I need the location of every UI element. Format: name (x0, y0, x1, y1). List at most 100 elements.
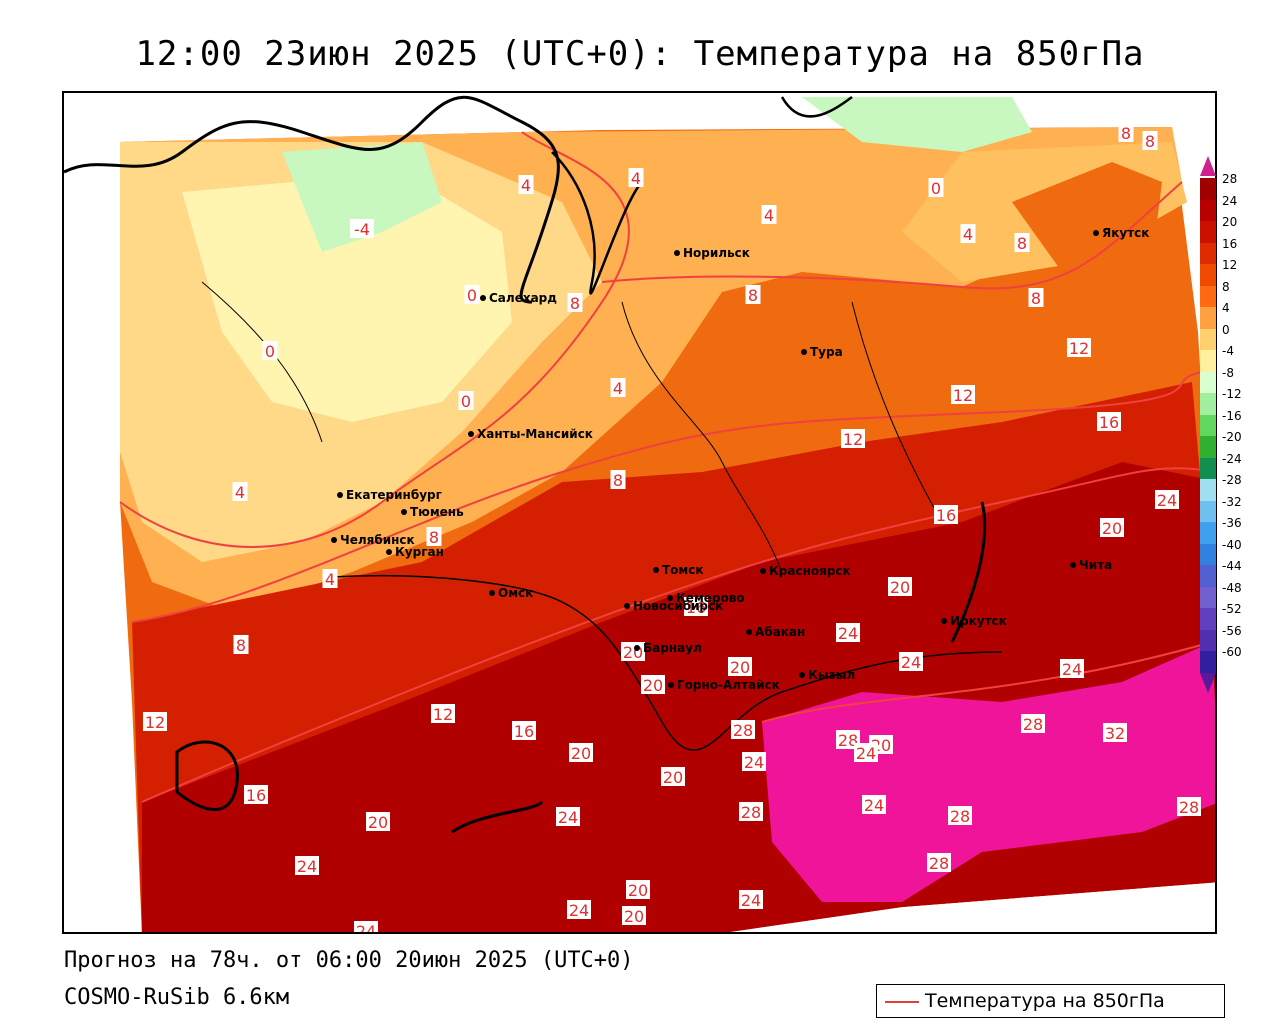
isotherm-label-bg (354, 921, 378, 932)
isotherm-label: 0 (265, 342, 275, 361)
colorbar-swatch (1200, 199, 1216, 221)
city-label: Норильск (683, 246, 750, 260)
isotherm-label: 4 (613, 379, 623, 398)
isotherm-label-bg (928, 178, 944, 197)
isotherm-label: 28 (1179, 798, 1199, 817)
isotherm-label-bg (518, 175, 534, 194)
colorbar-swatch (1200, 629, 1216, 651)
colorbar-tick-label: 8 (1222, 279, 1230, 294)
colorbar-tick-label: -52 (1222, 602, 1242, 616)
city-label: Курган (395, 545, 444, 559)
model-name: COSMO-RuSib 6.6км (64, 985, 290, 1010)
isotherm-label-bg (458, 391, 474, 410)
city-label: Горно-Алтайск (677, 678, 780, 692)
city-dot (337, 492, 343, 498)
colorbar-tick-label: -56 (1222, 623, 1242, 638)
isotherm-label-bg (295, 856, 319, 875)
city-dot (401, 509, 407, 515)
colorbar-tick-label: -36 (1222, 516, 1242, 530)
colorbar-tick-label: 12 (1222, 258, 1238, 272)
temperature-colorbar: 28 24 20 16 12 8 4 0 -4 -8 -12 -16 -20 -24 -28 -32 -36 -4… (1200, 156, 1280, 696)
city-dot (468, 431, 474, 437)
isotherm-label: 16 (936, 506, 956, 525)
colorbar-swatch (1200, 393, 1216, 415)
isotherm-label-bg (1067, 338, 1091, 357)
forecast-info: Прогноз на 78ч. от 06:00 20июн 2025 (UTC… (64, 948, 634, 973)
city-dot (668, 682, 674, 688)
colorbar-tick-label: 0 (1222, 322, 1230, 337)
isotherm-label: 32 (1105, 724, 1125, 743)
isotherm-label: 4 (325, 570, 335, 589)
colorbar-tick-label: -28 (1222, 473, 1242, 487)
isotherm-label: 4 (521, 176, 531, 195)
city-dot (386, 549, 392, 555)
isotherm-label-bg (888, 577, 912, 596)
isotherm-label-bg (948, 806, 972, 825)
isotherm-label: 4 (235, 483, 245, 502)
colorbar-tick-label: -44 (1222, 559, 1242, 573)
colorbar-tick-label: 28 (1222, 172, 1238, 186)
legend-label: Температура на 850гПа (925, 990, 1165, 1012)
isotherm-label: 12 (433, 705, 453, 724)
colorbar-tick-label: -8 (1222, 365, 1234, 380)
isotherm-label-bg (244, 785, 268, 804)
isotherm-label: 24 (901, 653, 921, 672)
isotherm-label: 24 (1157, 491, 1177, 510)
city-label: Иркутск (950, 614, 1007, 628)
city-dot (1070, 562, 1076, 568)
colorbar-tick-label: -40 (1222, 537, 1242, 552)
city-markers: Норильск Якутск Салехард Тура Ханты-Мансийск… (331, 226, 1149, 692)
isotherm-label-bg (951, 385, 975, 404)
isotherm-label-bg (262, 341, 278, 360)
isotherm-label-bg (610, 378, 626, 397)
isotherm-label-bg (739, 890, 763, 909)
colorbar-swatch (1200, 651, 1216, 673)
isotherm-label-bg (1103, 723, 1127, 742)
isotherm-label: 24 (569, 901, 589, 920)
isotherm-label: 12 (953, 386, 973, 405)
temperature-fields (120, 97, 1215, 932)
isotherm-label-bg (556, 807, 580, 826)
isotherm-label-bg (745, 285, 761, 304)
city-dot (1093, 230, 1099, 236)
isotherm-label: 0 (931, 179, 941, 198)
city-dot (634, 645, 640, 651)
city-label: Ханты-Мансийск (477, 427, 593, 441)
colorbar-swatch (1200, 479, 1216, 501)
colorbar-swatch (1200, 414, 1216, 436)
isotherm-label-bg (1097, 412, 1121, 431)
isotherm-label-bg (567, 293, 583, 312)
city-dot (667, 595, 673, 601)
colorbar-swatch (1200, 586, 1216, 608)
isotherm-label: 4 (631, 169, 641, 188)
colorbar-swatch (1200, 350, 1216, 372)
isotherm-label-bg (143, 712, 167, 731)
city-dot (801, 349, 807, 355)
isotherm-label: 24 (744, 753, 764, 772)
city-label: Якутск (1102, 226, 1149, 240)
isotherm-label-bg (567, 900, 591, 919)
isotherm-label-bg (728, 657, 752, 676)
colorbar-swatch (1200, 285, 1216, 307)
isotherm-label: 28 (733, 721, 753, 740)
isotherm-label: 20 (890, 578, 910, 597)
isotherm-label-bg (742, 752, 766, 771)
colorbar-swatch (1200, 565, 1216, 587)
isotherm-label-bg (431, 704, 455, 723)
colorbar-swatch (1200, 608, 1216, 630)
colorbar-swatch (1200, 328, 1216, 350)
city-dot (746, 629, 752, 635)
isotherm-label-bg (1021, 714, 1045, 733)
isotherm-label-bg (512, 721, 536, 740)
isotherm-label-bg (1155, 490, 1179, 509)
isotherm-label-bg (464, 285, 480, 304)
isotherm-label: 16 (246, 786, 266, 805)
isotherm-label: 20 (628, 881, 648, 900)
isotherm-label-bg (232, 482, 248, 501)
isotherm-label: 8 (1017, 234, 1027, 253)
map-legend: Температура на 850гПа (876, 984, 1225, 1018)
colorbar-tick-label: -60 (1222, 645, 1242, 659)
colorbar-swatch (1200, 500, 1216, 522)
city-label: Чита (1079, 558, 1112, 572)
isotherm-label: 28 (838, 731, 858, 750)
